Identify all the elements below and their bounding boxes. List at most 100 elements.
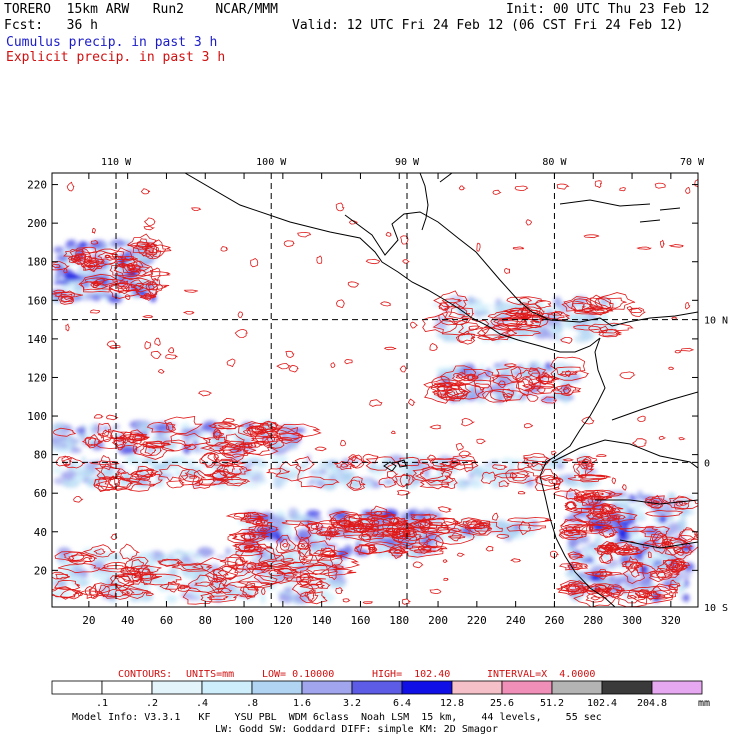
contour-7-43-1 [110, 575, 130, 587]
contour-6-2-1 [616, 591, 648, 604]
contour-5-8-0 [550, 366, 589, 381]
contour-6-20-1 [598, 525, 619, 539]
contour-4-42-0 [133, 469, 156, 477]
contour-4-65-1 [419, 468, 451, 484]
contour-scatter-126 [126, 566, 136, 572]
contour-scatter-121 [340, 439, 347, 447]
contour-8-3-0 [444, 301, 475, 325]
precip-cell-7-58 [284, 587, 294, 593]
contour-0-23-1 [52, 292, 84, 298]
contour-6-47-2 [587, 494, 593, 506]
contour-4-60-0 [265, 467, 291, 475]
contour-label: CONTOURS: [118, 669, 173, 680]
precip-cell-7-144 [59, 555, 64, 559]
contour-scatter-71 [330, 362, 336, 368]
contour-interval: INTERVAL=X 4.0000 [487, 669, 596, 680]
precip-cell-4-262 [174, 470, 187, 478]
contour-2-24-1 [368, 516, 385, 528]
contour-scatter-148 [442, 559, 448, 563]
contour-6-27-1 [591, 504, 610, 516]
contour-4-63-0 [166, 476, 185, 489]
contour-7-61-0 [188, 574, 223, 593]
precip-cell-8-122 [471, 302, 486, 313]
contour-scatter-141 [234, 328, 248, 338]
contour-scatter-30 [369, 399, 383, 407]
contour-scatter-44 [609, 533, 615, 537]
contour-8-16-1 [570, 302, 587, 312]
latitude-label-0: 10 N [704, 316, 728, 327]
precip-cell-7-35 [189, 549, 195, 558]
precip-cell-4-73 [270, 456, 285, 464]
contour-6-25-3 [629, 562, 634, 567]
precip-cell-8-150 [548, 329, 559, 334]
precip-cell-4-194 [53, 477, 64, 485]
contour-3-18-1 [404, 533, 423, 541]
x-tick-label-280: 280 [583, 614, 603, 627]
contour-0-16-1 [92, 280, 100, 288]
contour-scatter-114 [631, 438, 647, 448]
precip-cell-1-99 [193, 439, 198, 448]
contour-8-13-1 [518, 297, 533, 304]
galapagos-islands [383, 459, 407, 472]
x-tick-label-180: 180 [389, 614, 409, 627]
precip-cell-2-161 [305, 510, 321, 518]
contour-6-43-1 [613, 546, 641, 556]
contour-0-19-0 [136, 238, 149, 257]
contour-5-11-0 [490, 388, 528, 402]
contour-7-35-0 [228, 562, 273, 570]
contour-scatter-52 [637, 415, 646, 423]
contour-7-30-1 [116, 572, 142, 587]
precip-cell-0-27 [61, 282, 76, 292]
precip-cell-8-73 [546, 332, 557, 340]
precip-cell-4-242 [489, 467, 499, 475]
precip-cell-7-82 [215, 555, 229, 559]
contour-5-21-0 [439, 365, 477, 385]
contour-7-16-0 [156, 559, 182, 566]
contour-scatter-27 [93, 414, 104, 419]
contour-6-58-2 [656, 570, 667, 580]
precip-cell-8-69 [471, 310, 484, 316]
contour-scatter-85 [167, 347, 175, 354]
precip-cell-8-141 [580, 331, 594, 341]
lat-lon-grid: 110 W 100 W 90 W 80 W 70 W 10 N 0 10 S [52, 157, 728, 614]
precip-cell-4-3 [423, 469, 430, 479]
contour-scatter-73 [410, 321, 419, 329]
precip-cell-4-252 [468, 480, 484, 489]
contour-8-17-0 [588, 322, 634, 334]
contour-6-18-0 [622, 562, 645, 585]
contour-scatter-48 [344, 358, 353, 365]
contour-6-44-0 [598, 506, 617, 515]
contour-6-56-2 [568, 561, 583, 570]
precip-cell-5-40 [479, 363, 484, 374]
contour-4-33-1 [200, 452, 218, 467]
contour-5-10-1 [444, 388, 460, 402]
contour-7-51-0 [300, 553, 343, 561]
contour-8-20-0 [421, 313, 458, 334]
precip-cell-1-110 [83, 440, 97, 448]
colorbar-label-2: .4 [196, 698, 208, 709]
contour-6-52-0 [573, 493, 586, 503]
contour-scatter-131 [678, 437, 686, 441]
contour-scatter-156 [626, 306, 634, 311]
precip-cell-6-145 [649, 560, 654, 568]
contour-3-18-0 [391, 527, 432, 547]
contour-0-20-0 [109, 264, 151, 276]
contour-8-28-0 [438, 311, 470, 326]
contour-2-18-0 [370, 505, 389, 522]
contour-4-52-1 [511, 471, 530, 482]
contour-2-18-1 [373, 510, 383, 516]
contour-5-23-0 [515, 369, 541, 388]
contour-5-11-2 [502, 392, 514, 398]
precip-cell-4-146 [491, 482, 503, 488]
precip-cell-5-86 [459, 364, 470, 369]
model-title: TORERO 15km ARW Run2 NCAR/MMM [4, 2, 278, 17]
colorbar-swatch-1 [101, 680, 153, 695]
contour-6-52-2 [573, 496, 588, 502]
contour-7-59-1 [296, 573, 314, 586]
contour-5-13-0 [482, 390, 512, 403]
precip-cell-1-140 [52, 423, 65, 432]
contour-2-34-3 [326, 532, 332, 536]
colorbar-label-6: 6.4 [393, 698, 411, 709]
contour-7-40-1 [217, 565, 239, 581]
contour-1-10-0 [160, 439, 192, 452]
